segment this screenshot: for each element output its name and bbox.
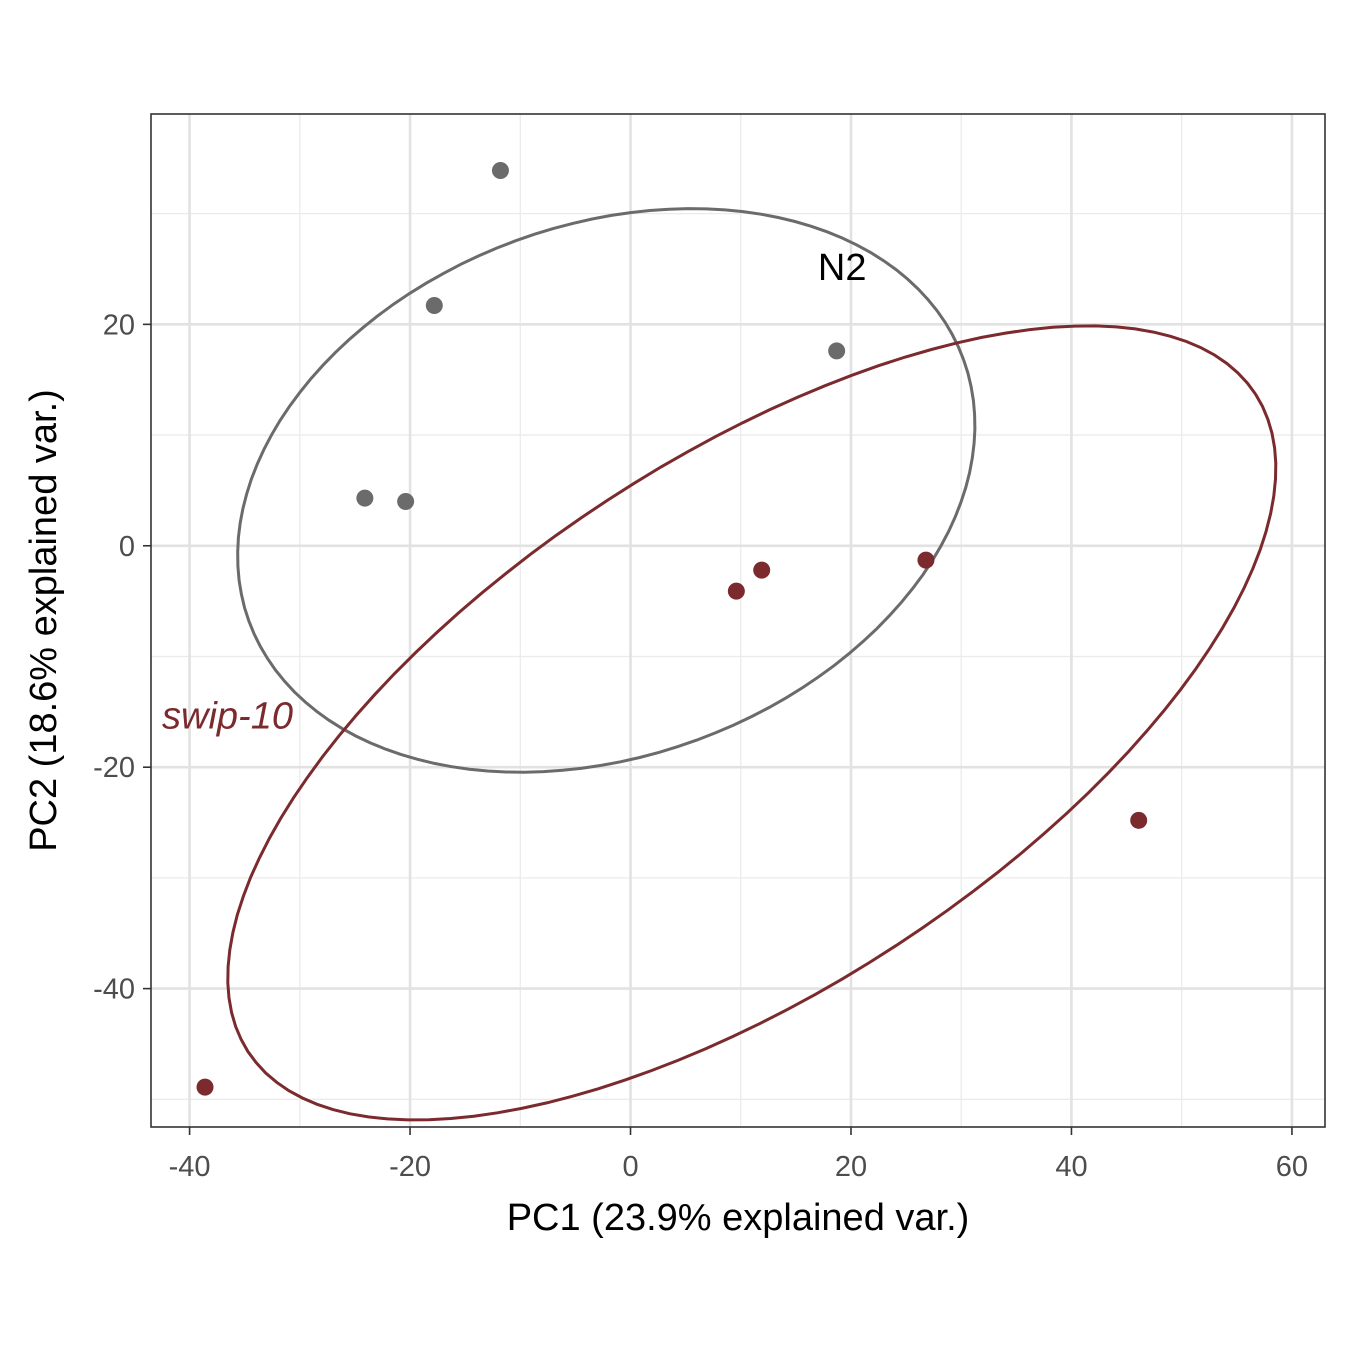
x-tick-label: -20 — [389, 1151, 431, 1183]
data-point-swip-10 — [196, 1078, 214, 1096]
ellipse-swip-10 — [226, 324, 1278, 1122]
y-tick-label: -40 — [93, 974, 135, 1006]
group-label-swip-10: swip-10 — [162, 695, 293, 737]
data-point-N2 — [425, 297, 443, 315]
data-point-swip-10 — [727, 582, 745, 600]
y-tick-label: 0 — [119, 531, 135, 563]
y-tick-label: 20 — [103, 309, 135, 341]
confidence-ellipses — [226, 207, 1278, 1122]
y-axis-title: PC2 (18.6% explained var.) — [23, 389, 65, 852]
x-tick-label: -40 — [169, 1151, 211, 1183]
axis-ticks: -40 -20 0 20 40 60 -40 -20 0 20 — [93, 309, 1308, 1183]
data-point-N2 — [491, 161, 509, 179]
y-tick-label: -20 — [93, 752, 135, 784]
ellipse-N2 — [236, 207, 977, 774]
panel-border — [150, 113, 1326, 1128]
x-tick-label: 0 — [622, 1151, 638, 1183]
data-points — [196, 161, 1148, 1096]
data-point-N2 — [397, 492, 415, 510]
data-point-swip-10 — [917, 551, 935, 569]
x-tick-label: 20 — [835, 1151, 867, 1183]
x-tick-label: 60 — [1276, 1151, 1308, 1183]
x-axis-title: PC1 (23.9% explained var.) — [507, 1197, 970, 1239]
data-point-swip-10 — [753, 561, 771, 579]
grid-lines — [151, 114, 1325, 1127]
data-point-swip-10 — [1130, 811, 1148, 829]
data-point-N2 — [828, 342, 846, 360]
data-point-N2 — [356, 489, 374, 507]
x-tick-label: 40 — [1055, 1151, 1087, 1183]
group-labels: N2 swip-10 — [162, 247, 866, 737]
group-label-N2: N2 — [818, 247, 867, 289]
